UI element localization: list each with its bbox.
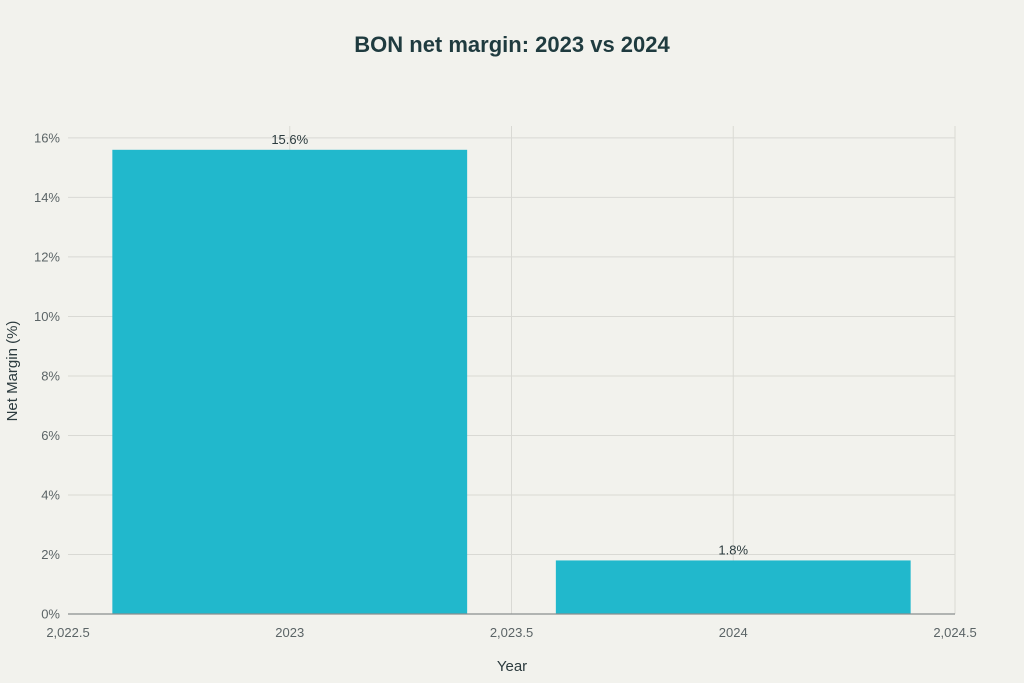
x-axis-ticks: 2,022.5 2023 2,023.5 2024 2,024.5 <box>46 625 976 640</box>
y-tick-label: 16% <box>34 130 60 145</box>
bars <box>112 149 911 614</box>
x-tick-label: 2,022.5 <box>46 625 89 640</box>
data-label-2024: 1.8% <box>718 542 748 557</box>
y-tick-label: 6% <box>41 428 60 443</box>
bar-2024 <box>555 560 911 614</box>
chart-title: BON net margin: 2023 vs 2024 <box>354 32 670 57</box>
bar-2023 <box>112 149 468 614</box>
y-tick-label: 14% <box>34 190 60 205</box>
y-axis-ticks: 0% 2% 4% 6% 8% 10% 12% 14% 16% <box>34 130 60 621</box>
y-tick-label: 8% <box>41 368 60 383</box>
y-tick-label: 12% <box>34 249 60 264</box>
data-labels: 15.6% 1.8% <box>271 132 748 558</box>
y-axis-title: Net Margin (%) <box>4 321 21 422</box>
x-tick-label: 2024 <box>719 625 748 640</box>
x-tick-label: 2,024.5 <box>933 625 976 640</box>
x-tick-label: 2023 <box>275 625 304 640</box>
y-tick-label: 0% <box>41 607 60 622</box>
x-axis-title: Year <box>497 658 527 675</box>
y-tick-label: 4% <box>41 487 60 502</box>
y-tick-label: 10% <box>34 309 60 324</box>
x-tick-label: 2,023.5 <box>490 625 533 640</box>
data-label-2023: 15.6% <box>271 132 308 147</box>
y-tick-label: 2% <box>41 547 60 562</box>
